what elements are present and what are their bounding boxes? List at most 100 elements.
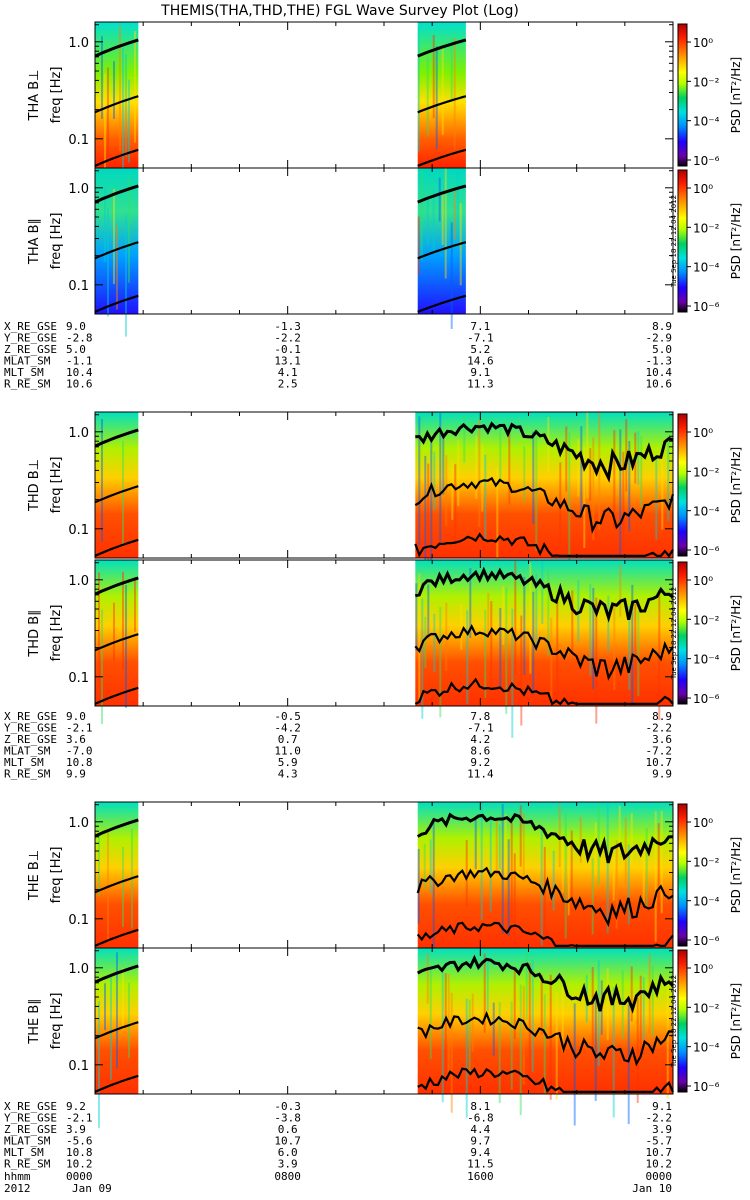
spectrum-streak: [627, 1004, 630, 1125]
spectrum-streak: [613, 430, 616, 528]
spectrum-streak: [532, 431, 535, 525]
spectrum-streak: [427, 584, 430, 639]
spectrogram-panel-2: 1.0 0.1 THA B∥ freq [Hz] 10⁰ 10⁻² 10⁻⁴ 10⁻⁶ PSD …: [27, 167, 743, 337]
panel-probe-label: THA B∥: [27, 218, 42, 265]
spectrum-streak: [573, 1003, 576, 1126]
ephemeris-value: 11.5: [467, 1158, 494, 1171]
spectrum-streak: [465, 839, 468, 907]
y-tick-label: 0.1: [68, 671, 89, 686]
spectrum-streak: [453, 37, 456, 149]
ephemeris-value: -2.1: [66, 1112, 93, 1125]
ephemeris-value: 9.4: [470, 1146, 490, 1159]
y-tick-label: 0.1: [68, 523, 89, 538]
ephemeris-value: -2.2: [274, 332, 301, 345]
spectrogram-panel-5: 1.0 0.1 THE B⊥ freq [Hz] 10⁰ 10⁻² 10⁻⁴ 10⁻⁶ PSD …: [27, 801, 743, 983]
spectrum-streak: [489, 817, 492, 912]
spectrum-streak: [484, 454, 487, 542]
ephemeris-row-label: Z_RE_GSE: [4, 1123, 57, 1136]
spectrum-streak: [645, 828, 648, 907]
spectrum-streak: [619, 563, 622, 617]
ephemeris-value: 5.2: [470, 343, 490, 356]
ephemeris-block-1: X_RE_GSE 9.0 -1.3 7.1 8.9 Y_RE_GSE -2.8 -2.2 -7.…: [4, 320, 672, 391]
colorbar-label: PSD [nT²/Hz]: [729, 447, 743, 523]
spectrum-streak: [567, 844, 570, 916]
spectrum-streak: [435, 46, 438, 150]
colorbar-label: PSD [nT²/Hz]: [729, 595, 743, 671]
spectrum-streak: [113, 602, 115, 661]
year-label: 2012: [4, 1182, 31, 1195]
spectrum-streak: [579, 817, 582, 863]
spectrum-streak: [630, 966, 633, 1022]
spectrum-streak: [101, 36, 103, 119]
spectrum-streak: [499, 424, 502, 480]
spectrum-streak: [469, 568, 472, 639]
ephemeris-row-label: X_RE_GSE: [4, 320, 57, 333]
ephemeris-value: -0.5: [274, 710, 301, 723]
spectrum-streak: [417, 26, 420, 152]
date-label: Jan 10: [632, 1182, 672, 1195]
ephemeris-value: 3.9: [66, 1123, 86, 1136]
spectrum-streak: [559, 462, 562, 545]
ephemeris-value: 9.1: [470, 366, 490, 379]
spectrum-streak: [592, 437, 595, 540]
spectrum-streak: [499, 608, 502, 689]
panel-ylabel: freq [Hz]: [49, 605, 64, 662]
ephemeris-value: -1.3: [646, 355, 673, 368]
ephemeris-value: 8.9: [652, 710, 672, 723]
spectrum-streak: [444, 168, 447, 279]
harmonic-trace-1: [417, 184, 467, 204]
spectrum-streak: [432, 817, 435, 948]
spectrum-streak: [628, 605, 631, 690]
spectrum-streak: [631, 584, 634, 706]
ephemeris-value: 9.1: [652, 1100, 672, 1113]
spectrum-streak: [558, 803, 561, 868]
spectrum-streak: [122, 571, 124, 671]
ephemeris-value: -5.7: [646, 1135, 673, 1148]
harmonic-trace-3: [94, 928, 139, 947]
y-tick-label: 0.1: [68, 1059, 89, 1074]
ephemeris-row-label: MLT_SM: [4, 756, 44, 769]
y-tick-label: 1.0: [68, 36, 89, 51]
harmonic-trace-3: [94, 1074, 139, 1093]
ephemeris-value: 4.2: [470, 733, 490, 746]
ephemeris-value: 7.8: [470, 710, 490, 723]
spectrum-streak: [450, 992, 453, 1113]
spectrum-streak: [486, 961, 489, 1011]
spectrum-streak: [441, 191, 444, 245]
ephemeris-value: 9.0: [66, 710, 86, 723]
spectrum-streak: [110, 977, 112, 1080]
colorbar-tick-label: 10⁻²: [693, 221, 720, 235]
spectrum-streak: [498, 1002, 501, 1104]
spectrum-streak: [107, 829, 109, 941]
spectrum-streak: [565, 426, 568, 492]
spectrum-streak: [426, 57, 429, 137]
ephemeris-row-label: Y_RE_GSE: [4, 332, 57, 345]
colorbar-tick-label: 10⁰: [693, 962, 713, 976]
plot-timestamp: Tue Sep 18 22:12:04 2012: [670, 587, 678, 680]
spectrum-streak: [637, 610, 640, 697]
ephemeris-value: -7.0: [66, 745, 93, 758]
spectrum-streak: [445, 455, 448, 526]
spectrum-streak: [655, 455, 658, 540]
spectrum-streak: [519, 805, 522, 867]
ephemeris-value: 8.6: [470, 745, 490, 758]
ephemeris-value: 13.1: [274, 355, 301, 368]
ephemeris-value: 0.7: [278, 733, 298, 746]
spectrum-streak: [496, 467, 499, 582]
spectrum-streak: [667, 440, 670, 522]
spectrum-streak: [561, 986, 564, 1052]
harmonic-trace-1: [416, 812, 674, 864]
harmonic-trace-2: [417, 241, 467, 260]
panel-probe-label: THE B∥: [27, 998, 42, 1044]
spectrum-streak: [125, 214, 127, 337]
ephemeris-value: 10.7: [274, 1135, 301, 1148]
spectrum-streak: [98, 572, 100, 687]
spectrum-streak: [547, 417, 550, 474]
colorbar: [677, 561, 688, 705]
spectrum-streak: [522, 985, 525, 1085]
ephemeris-value: 8.1: [470, 1100, 490, 1113]
ephemeris-row-label: R_RE_SM: [4, 1158, 51, 1171]
harmonic-trace-2: [94, 1021, 139, 1040]
spectrum-streak: [637, 431, 640, 485]
